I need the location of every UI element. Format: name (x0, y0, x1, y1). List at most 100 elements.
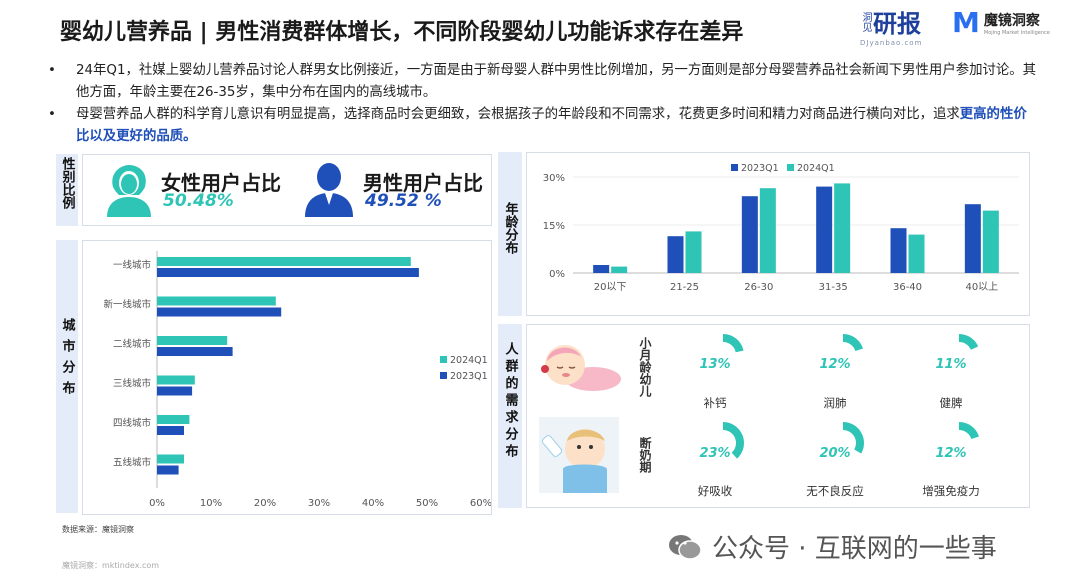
sex-ratio-label: 性别比例 (56, 154, 78, 226)
needs-panel: 小月龄幼儿 断奶期 13% 补钙 12% 润肺 11% 健脾 23% 好吸收 20% 无不良反应 1… (526, 324, 1030, 508)
gauge-arc (958, 334, 979, 351)
category-label: 三线城市 (113, 378, 152, 390)
bar-2023Q1 (157, 465, 179, 475)
x-tick-label: 20% (254, 498, 276, 509)
bar-2023Q1 (157, 426, 184, 435)
mojing-logo: M 魔镜洞察 Mojing Market Intelligence (952, 6, 1050, 39)
bottle-baby-illustration (539, 417, 619, 493)
x-tick-label: 30% (308, 498, 330, 509)
bar-2024Q1 (157, 415, 190, 424)
bar-2023Q1 (741, 196, 758, 273)
watermark-text: 公众号 · 互联网的一些事 (712, 534, 997, 564)
y-tick-label: 0% (549, 269, 565, 280)
y-tick-label: 15% (543, 221, 565, 232)
need-value: 23% (699, 446, 730, 461)
need-value: 11% (935, 357, 966, 372)
footer-url: 魔镜洞察：mktindex.com (62, 561, 160, 570)
mojing-sub: Mojing Market Intelligence (983, 29, 1050, 36)
group-label-weaning: 断奶期 (635, 437, 655, 476)
bar-2024Q1 (982, 210, 999, 273)
x-tick-label: 60% (470, 498, 491, 509)
bar-2023Q1 (593, 265, 610, 273)
need-value: 13% (699, 357, 730, 372)
need-label: 增强免疫力 (922, 484, 980, 498)
bar-2023Q1 (890, 228, 907, 273)
gauge-arc (842, 334, 863, 352)
need-label: 好吸收 (698, 484, 733, 498)
category-label: 四线城市 (113, 417, 152, 429)
bullet-1-text: 24年Q1，社媒上婴幼儿营养品讨论人群男女比例接近，一方面是由于新母婴人群中男性… (76, 63, 1037, 100)
category-label: 31-35 (819, 282, 848, 293)
male-ratio-value: 49.52 % (365, 191, 442, 211)
category-label: 二线城市 (113, 338, 152, 350)
bar-2023Q1 (816, 186, 833, 273)
need-label: 健脾 (940, 396, 963, 410)
category-label: 40以上 (965, 281, 998, 293)
logo-small-text: 洞见 (860, 11, 871, 32)
need-label: 润肺 (824, 396, 847, 410)
male-ratio-title: 男性用户占比 (363, 171, 483, 195)
category-label: 26-30 (744, 282, 773, 293)
djyanbao-logo: 洞见 研报 DJyanbao.com (860, 4, 922, 47)
x-tick-label: 40% (362, 498, 384, 509)
bar-2023Q1 (157, 307, 282, 317)
needs-gauges: 13% 补钙 12% 润肺 11% 健脾 23% 好吸收 20% 无不良反应 12% 增强免疫力 (698, 334, 980, 498)
mojing-mark: M (952, 6, 980, 39)
bar-2024Q1 (759, 188, 776, 273)
summary-bullets: • 24年Q1，社媒上婴幼儿营养品讨论人群男女比例接近，一方面是由于新母婴人群中… (48, 60, 1038, 148)
legend-label: 2023Q1 (450, 371, 488, 382)
gauge-arc (842, 422, 864, 454)
logo-big-text: 研报 (873, 10, 921, 38)
data-source: 数据来源：魔镜洞察 (62, 525, 134, 534)
group-label-infant-text: 小月龄幼儿 (638, 337, 652, 397)
legend-label: 2023Q1 (741, 163, 779, 174)
need-label: 补钙 (704, 396, 727, 410)
legend-swatch (731, 164, 738, 171)
need-value: 20% (819, 446, 850, 461)
x-tick-label: 50% (416, 498, 438, 509)
female-user-icon (107, 165, 151, 217)
wechat-watermark: 公众号 · 互联网的一些事 (668, 528, 997, 565)
bar-2023Q1 (157, 347, 233, 356)
city-chart-panel: 0% 10% 20% 30% 40% 50% 60% 一线城市 新一线城市 二线城市 三线城市 四线城… (82, 240, 492, 515)
bar-2024Q1 (685, 231, 702, 273)
bar-2024Q1 (611, 266, 628, 273)
city-distribution-label: 城市分布 (56, 240, 78, 513)
bar-2023Q1 (667, 236, 684, 273)
bar-2023Q1 (964, 204, 981, 273)
group-label-infant: 小月龄幼儿 (635, 337, 655, 400)
x-tick-label: 10% (200, 498, 222, 509)
category-label: 20以下 (594, 282, 627, 293)
category-label: 21-25 (670, 282, 699, 293)
category-label: 五线城市 (113, 457, 152, 469)
legend-swatch (787, 164, 794, 171)
bullet-2-text: 母婴营养品人群的科学育儿意识有明显提高，选择商品时会更细致，会根据孩子的年龄段和… (76, 107, 960, 122)
age-bar-chart: 0% 15% 30% 20以下 21-25 26-30 31-35 36-40 40以上 2023… (543, 163, 1019, 293)
female-ratio-value: 50.48% (163, 191, 234, 211)
bar-2023Q1 (157, 268, 419, 277)
gauge-arc (958, 422, 979, 440)
bar-2024Q1 (157, 296, 276, 306)
y-tick-label: 30% (543, 173, 565, 184)
needs-distribution-label: 人群的需求分布 (498, 324, 522, 508)
bar-2024Q1 (157, 257, 411, 266)
bullet-1: • 24年Q1，社媒上婴幼儿营养品讨论人群男女比例接近，一方面是由于新母婴人群中… (48, 60, 1038, 104)
sex-ratio-panel: 女性用户占比 50.48% 男性用户占比 49.52 % (82, 154, 492, 226)
sleeping-baby-illustration (541, 345, 621, 391)
age-distribution-label: 年龄分布 (498, 152, 522, 316)
need-value: 12% (819, 357, 850, 372)
city-distribution-label-text: 城市分布 (59, 318, 75, 402)
gauge-arc (722, 422, 744, 459)
legend-swatch (440, 372, 447, 379)
category-label: 36-40 (893, 282, 922, 293)
mojing-name: 魔镜洞察 (983, 12, 1040, 29)
legend-swatch (440, 356, 447, 363)
legend-label: 2024Q1 (450, 355, 488, 366)
page-title: 婴幼儿营养品 | 男性消费群体增长，不同阶段婴幼儿功能诉求存在差异 (60, 20, 744, 45)
bullet-2-highlight: 更高的性价比以及更好的品质。 (76, 107, 1027, 144)
x-tick-label: 0% (149, 498, 165, 509)
bar-2024Q1 (157, 454, 184, 464)
bar-2024Q1 (157, 336, 228, 345)
city-bar-chart: 0% 10% 20% 30% 40% 50% 60% 一线城市新一线城市二线城市三线城市四线城… (103, 251, 492, 509)
group-label-weaning-text: 断奶期 (638, 437, 652, 473)
